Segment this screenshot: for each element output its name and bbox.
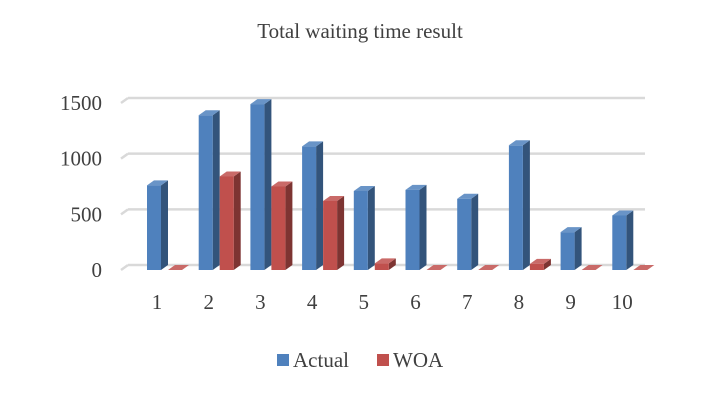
bar-woa-10 <box>633 265 655 270</box>
x-tick-label: 7 <box>462 290 473 314</box>
y-tick-label: 500 <box>71 202 103 226</box>
bar-woa-2 <box>219 171 241 270</box>
bar-actual-2 <box>198 110 220 270</box>
y-tick-label: 1500 <box>60 91 102 115</box>
bar-actual-6 <box>405 184 427 270</box>
chart-title: Total waiting time result <box>257 19 463 43</box>
bar-woa-1 <box>168 265 189 270</box>
bar-actual-1 <box>147 180 168 270</box>
y-tick-label: 1000 <box>60 147 102 171</box>
bar-woa-9 <box>581 265 603 270</box>
x-tick-label: 1 <box>152 290 163 314</box>
gridline-depth <box>120 152 129 160</box>
legend-label: WOA <box>393 348 444 372</box>
bar-actual-3 <box>250 99 272 270</box>
x-axis-ticks: 1 2 3 4 5 6 7 8 9 10 <box>152 290 633 314</box>
bars <box>147 99 655 270</box>
gridline-depth <box>120 263 129 272</box>
y-tick-label: 0 <box>92 258 103 282</box>
legend-item-woa: WOA <box>377 348 444 372</box>
legend-swatch <box>377 354 389 366</box>
x-tick-label: 2 <box>203 290 214 314</box>
bar-actual-8 <box>508 140 530 270</box>
gridline-depth <box>120 208 129 216</box>
x-tick-label: 4 <box>307 290 318 314</box>
bar-actual-9 <box>560 227 582 270</box>
bar-woa-3 <box>271 181 293 270</box>
legend-label: Actual <box>293 348 349 372</box>
bar-woa-7 <box>478 265 500 270</box>
bar-woa-4 <box>323 195 345 270</box>
y-axis-ticks: 0 500 1000 1500 <box>60 91 102 282</box>
bar-woa-5 <box>374 258 396 270</box>
bar-actual-5 <box>353 185 375 270</box>
legend: Actual WOA <box>277 348 444 372</box>
x-tick-label: 9 <box>565 290 576 314</box>
legend-swatch <box>277 354 289 366</box>
x-tick-label: 10 <box>612 290 633 314</box>
x-tick-label: 3 <box>255 290 266 314</box>
bar-woa-6 <box>426 265 448 270</box>
x-tick-label: 6 <box>410 290 421 314</box>
x-tick-label: 8 <box>514 290 525 314</box>
x-tick-label: 5 <box>359 290 370 314</box>
gridline-depth <box>120 96 129 105</box>
bar-actual-7 <box>457 193 479 270</box>
bar-actual-10 <box>612 210 634 270</box>
bar-actual-4 <box>302 141 324 270</box>
bar-woa-8 <box>529 258 551 270</box>
legend-item-actual: Actual <box>277 348 349 372</box>
